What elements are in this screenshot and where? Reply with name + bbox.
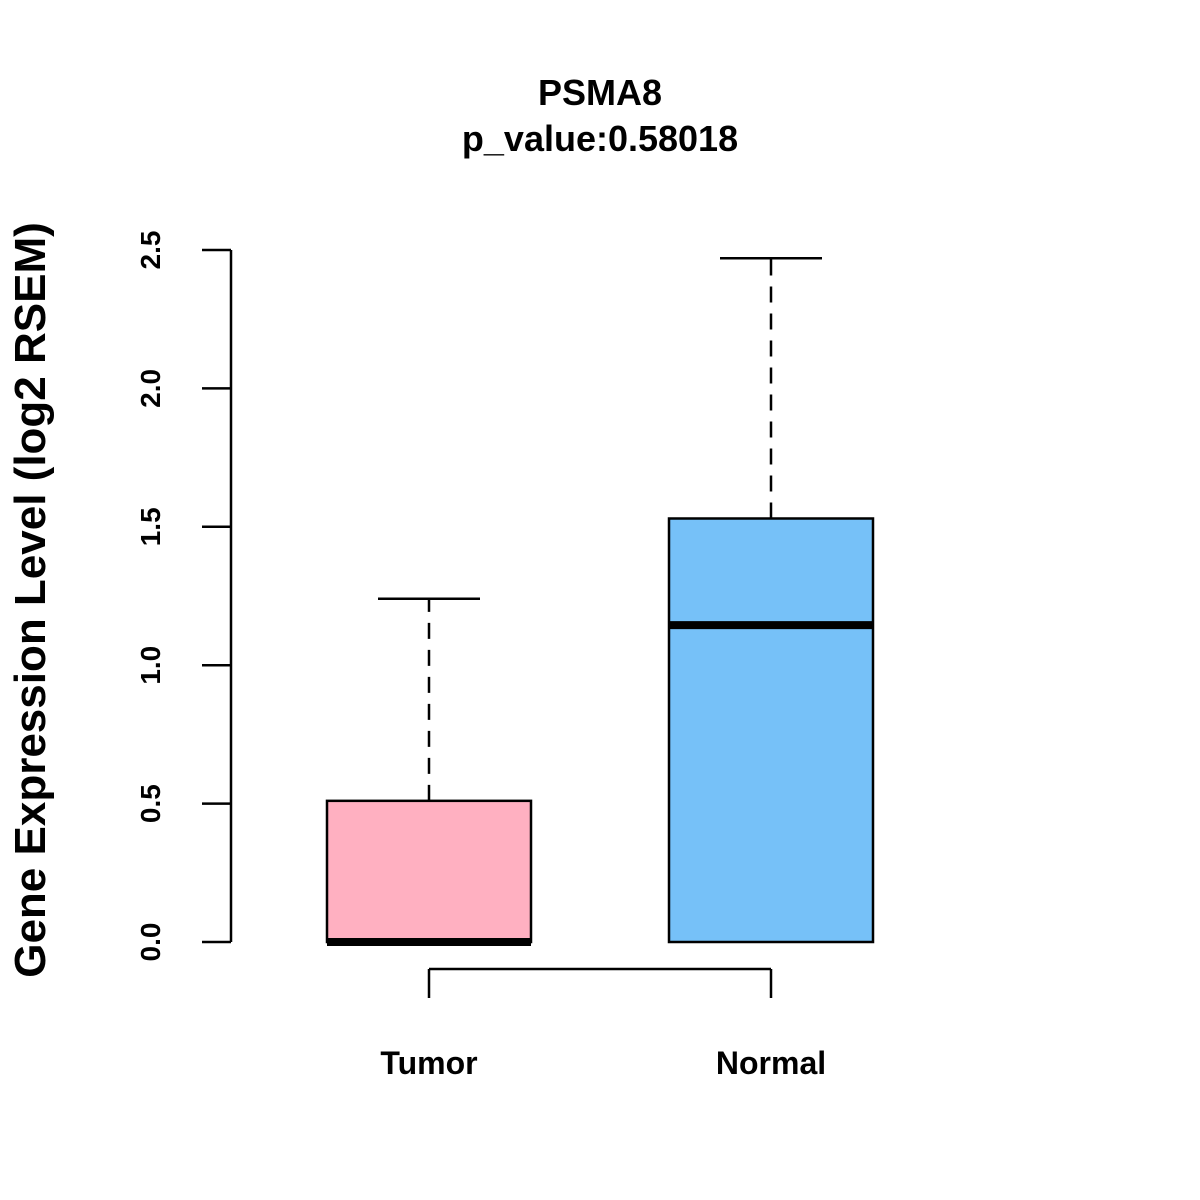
- y-tick-label: 1.5: [135, 507, 166, 546]
- x-tick-label: Tumor: [380, 1045, 477, 1081]
- chart-title: PSMA8: [538, 72, 662, 113]
- y-tick-label: 2.0: [135, 369, 166, 408]
- x-tick-label: Normal: [716, 1045, 826, 1081]
- y-tick-label: 0.0: [135, 923, 166, 962]
- box-normal: [667, 517, 875, 944]
- chart-subtitle: p_value:0.58018: [462, 118, 738, 159]
- y-tick-label: 0.5: [135, 784, 166, 823]
- x-axis: Tumor Normal: [380, 967, 826, 1081]
- y-axis: 0.0 0.5 1.0 1.5 2.0 2.5: [135, 231, 233, 962]
- y-axis-label: Gene Expression Level (log2 RSEM): [6, 222, 55, 978]
- y-tick-label: 2.5: [135, 231, 166, 270]
- y-tick-label: 1.0: [135, 646, 166, 685]
- box-tumor: [325, 799, 533, 944]
- boxes-group: [325, 257, 875, 946]
